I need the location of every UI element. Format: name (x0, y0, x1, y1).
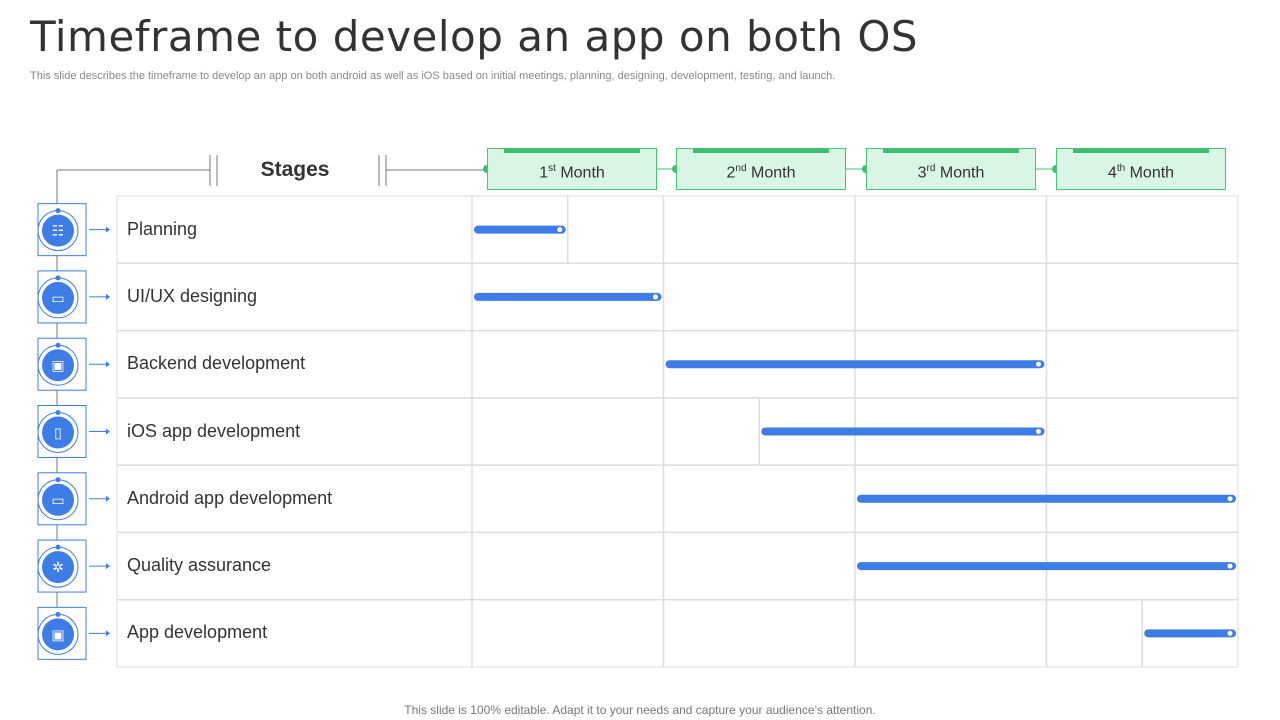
gantt-bar-end-dot (557, 227, 563, 233)
stages-header: Stages (260, 158, 330, 181)
gantt-bar-end-dot (1036, 361, 1041, 367)
month-header-1: 1st Month (487, 148, 657, 190)
month-ordinal: th (1116, 163, 1126, 174)
browser-gear-icon (42, 618, 74, 651)
gantt-bar (1144, 629, 1236, 638)
stage-label: Backend development (127, 353, 306, 374)
stage-icon-dot (55, 410, 61, 415)
month-label: 3rd Month (867, 163, 1035, 182)
month-ordinal: nd (735, 163, 747, 174)
month-header-4: 4th Month (1056, 148, 1226, 190)
page-title: Timeframe to develop an app on both OS (30, 12, 919, 61)
stage-label: iOS app development (127, 420, 301, 441)
stage-label: Quality assurance (127, 555, 272, 576)
stage-label: App development (127, 622, 268, 643)
month-word: Month (555, 164, 605, 182)
stage-label: Planning (127, 218, 198, 239)
gantt-bar-end-dot (653, 294, 658, 300)
stage-arrow-head (106, 361, 110, 368)
stage-icon-glyph: ▣ (51, 627, 64, 643)
stage-icon-glyph: ▭ (51, 493, 64, 509)
stage-icon-dot (55, 544, 61, 550)
stage-icon-dot (55, 477, 61, 483)
stage-arrow-head (106, 428, 110, 435)
month-accent-bar (693, 149, 829, 153)
gantt-bar (474, 225, 566, 234)
team-meeting-icon (42, 214, 74, 247)
footer-note: This slide is 100% editable. Adapt it to… (404, 703, 876, 717)
stage-icon-dot (55, 275, 61, 281)
month-word: Month (1125, 164, 1175, 182)
month-accent-bar (504, 149, 640, 153)
android-monitor-icon (42, 483, 74, 516)
month-label: 4th Month (1057, 163, 1225, 182)
month-ordinal: rd (926, 163, 936, 174)
stage-icon-glyph: ✲ (52, 560, 64, 576)
gantt-bar-end-dot (1036, 429, 1041, 434)
stage-icon-dot (55, 208, 61, 214)
month-accent-bar (883, 149, 1019, 153)
stage-icon-glyph: ☷ (52, 224, 65, 240)
month-number: 3 (917, 164, 927, 182)
gantt-bar (665, 360, 1045, 369)
gantt-bar-end-dot (1227, 496, 1233, 502)
gantt-bar (857, 562, 1236, 571)
gantt-bar (857, 494, 1236, 503)
month-number: 1 (539, 164, 549, 182)
design-monitor-icon (42, 281, 74, 314)
gear-check-icon (42, 551, 74, 584)
stage-icon-glyph: ▯ (54, 426, 62, 442)
page-subtitle: This slide describes the timeframe to de… (30, 70, 836, 82)
month-word: Month (935, 164, 985, 182)
month-label: 1st Month (488, 163, 656, 182)
mobile-settings-icon (42, 416, 74, 449)
stage-icon-glyph: ▣ (51, 358, 64, 374)
month-number: 2 (726, 164, 736, 182)
stage-label: UI/UX designing (127, 285, 258, 306)
month-header-3: 3rd Month (866, 148, 1036, 190)
stage-arrow-head (106, 563, 110, 570)
month-header-2: 2nd Month (676, 148, 846, 190)
month-accent-bar (1073, 149, 1209, 153)
stage-arrow-head (106, 293, 110, 300)
month-label: 2nd Month (677, 163, 845, 182)
month-number: 4 (1107, 164, 1117, 182)
stage-arrow-head (106, 226, 110, 233)
stage-icon-glyph: ▭ (51, 291, 64, 307)
gantt-bar-end-dot (1227, 630, 1233, 636)
browser-settings-icon (42, 349, 74, 382)
stage-icon-dot (55, 611, 61, 617)
grid-border (116, 195, 1239, 668)
month-ordinal: st (548, 163, 556, 174)
gantt-bar (761, 427, 1045, 436)
stage-label: Android app development (127, 487, 333, 508)
stage-arrow-head (106, 495, 110, 502)
stage-icon-dot (55, 342, 61, 348)
gantt-bar-end-dot (1227, 563, 1233, 569)
stage-arrow-head (106, 630, 110, 637)
month-word: Month (746, 164, 796, 182)
gantt-bar (474, 292, 662, 301)
